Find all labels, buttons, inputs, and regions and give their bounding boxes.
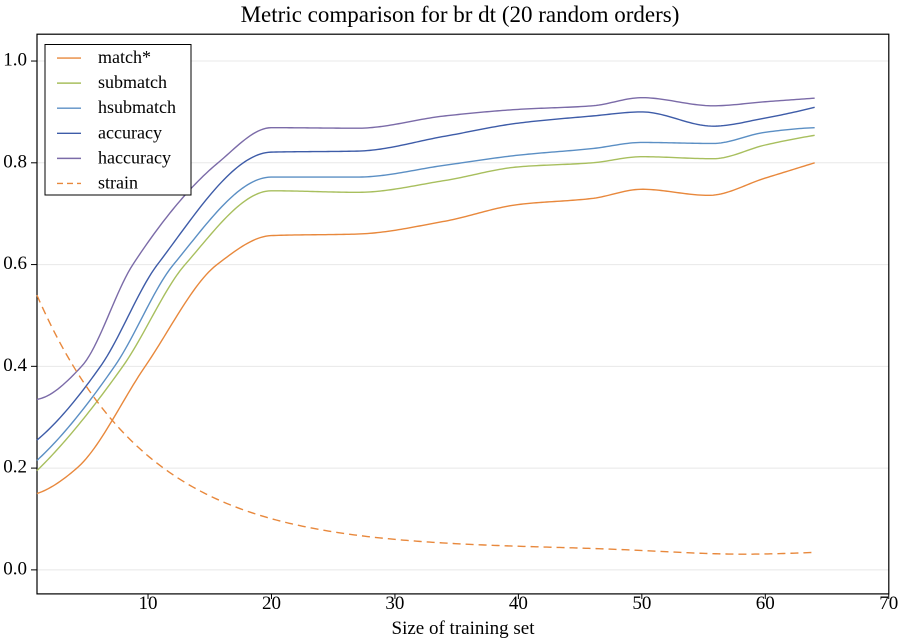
svg-text:40: 40 (509, 593, 528, 614)
svg-text:20: 20 (262, 593, 281, 614)
svg-text:60: 60 (756, 593, 775, 614)
svg-text:0.4: 0.4 (3, 355, 27, 376)
svg-text:10: 10 (139, 593, 158, 614)
svg-text:0.2: 0.2 (3, 457, 27, 478)
svg-text:match*: match* (98, 47, 151, 67)
svg-text:Metric comparison for br dt (2: Metric comparison for br dt (20 random o… (241, 2, 680, 27)
svg-text:accuracy: accuracy (98, 122, 162, 142)
svg-text:30: 30 (385, 593, 404, 614)
svg-text:70: 70 (879, 593, 898, 614)
svg-text:0.0: 0.0 (3, 558, 27, 579)
svg-text:hsubmatch: hsubmatch (98, 97, 176, 117)
svg-text:1.0: 1.0 (3, 50, 27, 71)
svg-text:0.8: 0.8 (3, 151, 27, 172)
svg-text:50: 50 (632, 593, 651, 614)
svg-text:submatch: submatch (98, 72, 167, 92)
svg-text:haccuracy: haccuracy (98, 147, 171, 167)
svg-text:0.6: 0.6 (3, 253, 27, 274)
svg-text:strain: strain (98, 172, 138, 192)
svg-text:Size of training set: Size of training set (392, 618, 536, 639)
